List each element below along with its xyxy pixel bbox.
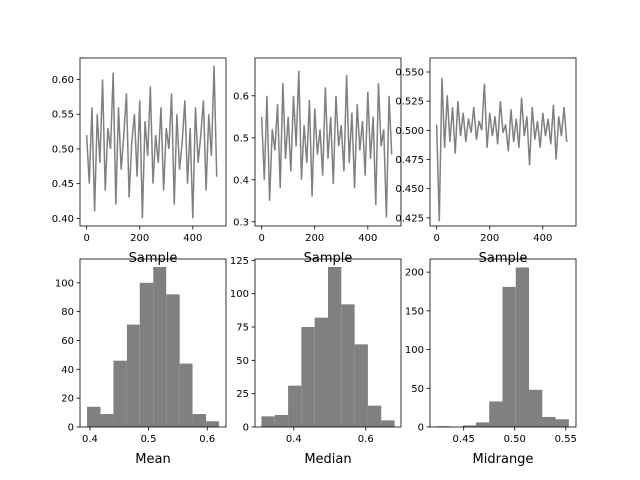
y-tick-label: 0.3	[233, 217, 249, 228]
y-tick-label: 150	[405, 306, 424, 317]
bar	[542, 416, 556, 427]
line	[435, 77, 568, 222]
bar	[354, 344, 368, 427]
x-tick-label: 0.4	[286, 434, 302, 445]
y-tick-label: 40	[61, 365, 74, 376]
x-tick-label: 0.45	[453, 434, 475, 445]
bar	[113, 360, 127, 427]
x-tick-label: 200	[305, 233, 324, 244]
x-tick-label: 0	[258, 233, 264, 244]
bar	[288, 385, 302, 427]
x-tick-label: 0.50	[504, 434, 526, 445]
bar	[153, 266, 167, 427]
y-tick-label: 200	[405, 268, 424, 279]
bar	[462, 425, 476, 427]
x-tick-label: 0	[83, 233, 89, 244]
x-tick-label: 0.5	[141, 434, 157, 445]
y-tick-label: 0.5	[233, 133, 249, 144]
y-tick-label: 0.55	[52, 110, 74, 121]
axes-frame	[429, 258, 577, 428]
x-axis-label: Sample	[479, 251, 528, 266]
bar	[179, 363, 193, 427]
x-tick-label: 0.6	[199, 434, 215, 445]
y-tick-label: 0.45	[52, 179, 74, 190]
x-tick-label: 0.6	[358, 434, 374, 445]
y-tick-label: 0.6	[233, 91, 249, 102]
bar	[555, 419, 569, 427]
bar	[367, 405, 382, 427]
bar	[502, 286, 516, 427]
x-tick-label: 400	[358, 233, 377, 244]
y-tick-label: 0.450	[395, 184, 424, 195]
y-tick-label: 0.4	[233, 175, 249, 186]
bar	[515, 267, 530, 427]
line	[85, 65, 218, 219]
y-tick-label: 50	[411, 384, 424, 395]
y-tick-label: 0.475	[395, 155, 424, 166]
y-tick-label: 100	[405, 345, 424, 356]
bar	[529, 389, 543, 427]
x-tick-label: 200	[130, 233, 149, 244]
y-tick-label: 100	[55, 278, 74, 289]
bar	[328, 267, 342, 427]
bar	[126, 324, 140, 427]
y-tick-label: 0.550	[395, 68, 424, 79]
x-tick-label: 200	[480, 233, 499, 244]
y-tick-label: 0.500	[395, 126, 424, 137]
y-tick-label: 20	[61, 394, 74, 405]
x-tick-label: 400	[533, 233, 552, 244]
bar	[274, 415, 289, 427]
x-axis-label: Midrange	[473, 452, 534, 467]
y-tick-label: 0	[68, 423, 74, 434]
x-tick-label: 0.55	[555, 434, 577, 445]
y-tick-label: 60	[61, 336, 74, 347]
x-axis-label: Sample	[129, 251, 178, 266]
axes-frame	[254, 57, 402, 227]
y-tick-label: 0	[418, 423, 424, 434]
y-tick-label: 75	[236, 323, 249, 334]
bar	[139, 282, 154, 427]
bar	[341, 304, 355, 427]
x-axis-label: Sample	[304, 251, 353, 266]
y-tick-label: 0	[243, 423, 249, 434]
x-tick-label: 400	[183, 233, 202, 244]
axes-frame	[254, 258, 402, 428]
x-tick-label: 0.4	[82, 434, 98, 445]
x-tick-label: 0	[433, 233, 439, 244]
bar	[489, 401, 503, 427]
bar	[314, 317, 328, 427]
y-tick-label: 50	[236, 356, 249, 367]
bar	[261, 416, 275, 427]
y-tick-label: 0.50	[52, 144, 74, 155]
y-tick-label: 25	[236, 389, 249, 400]
bar	[166, 294, 180, 427]
bar	[87, 406, 101, 427]
bar	[206, 421, 219, 427]
axes-frame	[429, 57, 577, 227]
bar	[192, 414, 207, 427]
line	[260, 70, 393, 218]
y-tick-label: 100	[230, 289, 249, 300]
y-tick-label: 80	[61, 307, 74, 318]
bar	[301, 327, 315, 427]
bar	[475, 422, 490, 427]
y-tick-label: 125	[230, 256, 249, 267]
y-tick-label: 0.525	[395, 97, 424, 108]
axes-frame	[79, 57, 227, 227]
y-tick-label: 0.60	[52, 75, 74, 86]
bar	[381, 420, 395, 427]
x-axis-label: Mean	[135, 452, 170, 467]
y-tick-label: 0.425	[395, 213, 424, 224]
bar	[100, 414, 114, 427]
y-tick-label: 0.40	[52, 214, 74, 225]
x-axis-label: Median	[304, 452, 351, 467]
axes-frame	[79, 258, 227, 428]
